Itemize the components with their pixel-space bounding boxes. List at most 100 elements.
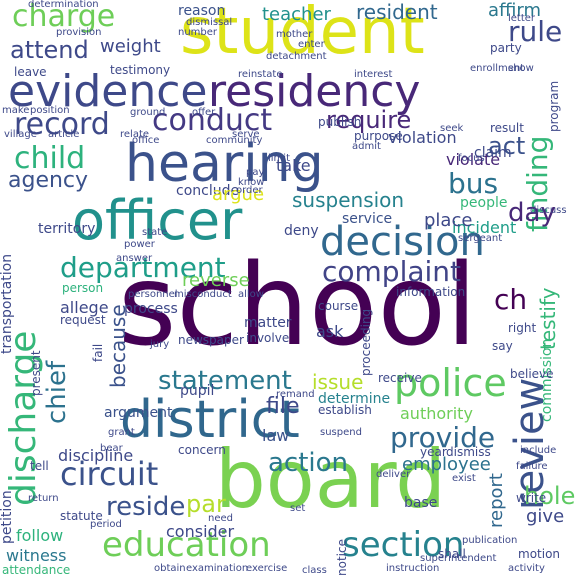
- word-personnel: personnel: [128, 289, 178, 300]
- word-return: return: [28, 493, 59, 504]
- word-circuit: circuit: [60, 455, 159, 493]
- word-set: set: [290, 503, 306, 514]
- word-exercise: exercise: [246, 563, 288, 574]
- word-ask: ask: [316, 322, 344, 341]
- word-attend: attend: [10, 36, 89, 64]
- word-report: report: [486, 473, 507, 528]
- word-establish: establish: [318, 403, 372, 417]
- word-newspaper: newspaper: [178, 333, 244, 347]
- word-enrollment: enrollment: [470, 63, 525, 74]
- word-village: village: [4, 129, 37, 140]
- word-ground: ground: [130, 107, 166, 118]
- word-order: order: [236, 185, 263, 196]
- word-failure: failure: [516, 461, 548, 472]
- word-pupil: pupil: [180, 383, 215, 399]
- word-officer: officer: [72, 189, 243, 252]
- word-number: number: [178, 27, 218, 38]
- word-allege: allege: [60, 298, 109, 317]
- word-chief: chief: [42, 360, 72, 424]
- word-purpose: purpose: [354, 129, 403, 143]
- word-superintendent: superintendent: [420, 553, 497, 564]
- word-present: present: [29, 350, 43, 396]
- word-class: class: [302, 565, 327, 576]
- word-sergeant: sergeant: [458, 233, 503, 244]
- word-power: power: [124, 239, 155, 250]
- word-focus: focus: [458, 153, 485, 164]
- word-party: party: [490, 41, 522, 55]
- word-exist: exist: [452, 473, 476, 484]
- word-discuss: discuss: [530, 205, 567, 216]
- word-serve: serve: [232, 129, 260, 140]
- word-par: par: [186, 490, 226, 518]
- word-request: request: [60, 313, 106, 327]
- word-charge: charge: [12, 0, 116, 34]
- word-reason: reason: [178, 3, 226, 19]
- word-know: know: [238, 177, 265, 188]
- word-day: day: [508, 198, 556, 228]
- word-evidence: evidence: [8, 66, 208, 117]
- word-notice: notice: [335, 539, 349, 576]
- word-dismissal: dismissal: [186, 17, 233, 28]
- word-people: people: [460, 195, 508, 211]
- word-publish: publish: [318, 115, 362, 129]
- word-record: record: [14, 107, 110, 142]
- word-course: course: [318, 299, 359, 313]
- word-need: need: [208, 513, 233, 524]
- word-information: information: [396, 285, 466, 299]
- word-determination: determination: [28, 0, 99, 10]
- word-allow: allow: [238, 289, 264, 300]
- word-right: right: [508, 321, 537, 335]
- word-receive: receive: [378, 371, 422, 385]
- word-person: person: [62, 281, 104, 295]
- word-leave: leave: [14, 65, 47, 79]
- word-activity: activity: [508, 563, 545, 574]
- word-shall: shall: [438, 547, 466, 561]
- word-argument: argument: [104, 405, 173, 421]
- word-motion: motion: [518, 547, 561, 561]
- word-decision: decision: [320, 219, 485, 265]
- word-limit: limit: [268, 153, 290, 164]
- word-admit: admit: [352, 141, 381, 152]
- word-determine: determine: [318, 391, 391, 407]
- word-suspend: suspend: [320, 427, 362, 438]
- word-mother: mother: [276, 29, 313, 40]
- word-office: office: [132, 135, 160, 146]
- word-involve: involve: [246, 331, 290, 345]
- word-year: year: [420, 445, 447, 459]
- word-say: say: [492, 339, 513, 353]
- word-take: take: [276, 156, 311, 175]
- word-deny: deny: [284, 223, 319, 239]
- word-concern: concern: [178, 443, 226, 457]
- word-action: action: [268, 448, 349, 478]
- word-bus: bus: [448, 167, 499, 200]
- word-board: board: [215, 433, 447, 526]
- word-authority: authority: [400, 404, 473, 423]
- word-provide: provide: [390, 421, 496, 454]
- word-statement: statement: [158, 366, 292, 396]
- word-program: program: [547, 80, 561, 132]
- word-ch: ch: [494, 283, 528, 316]
- word-instruction: instruction: [386, 563, 440, 574]
- word-require: require: [326, 106, 412, 134]
- word-violate: violate: [446, 150, 501, 169]
- word-fail: fail: [91, 343, 105, 362]
- word-community: community: [206, 135, 263, 146]
- word-bear: bear: [100, 443, 123, 454]
- word-publication: publication: [462, 535, 518, 546]
- word-result: result: [490, 121, 524, 135]
- word-complaint: complaint: [322, 255, 462, 288]
- word-follow: follow: [16, 526, 64, 545]
- word-rule: rule: [508, 15, 563, 48]
- word-transportation: transportation: [0, 253, 15, 354]
- word-violation: violation: [388, 128, 457, 147]
- word-believe: believe: [510, 367, 554, 381]
- word-period: period: [90, 519, 122, 530]
- word-obtain: obtain: [154, 563, 186, 574]
- word-argue: argue: [212, 184, 265, 205]
- word-section: section: [342, 525, 465, 565]
- word-pay: pay: [246, 167, 265, 178]
- word-offer: offer: [192, 107, 216, 118]
- word-examination: examination: [186, 563, 249, 574]
- word-agency: agency: [8, 168, 89, 193]
